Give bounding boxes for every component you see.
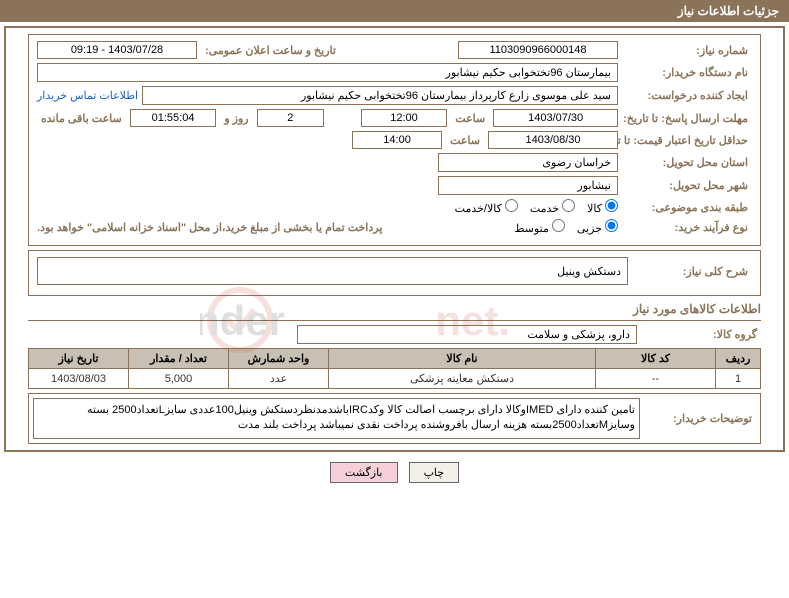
th-need-date: تاریخ نیاز bbox=[29, 349, 129, 369]
items-section-title: اطلاعات کالاهای مورد نیاز bbox=[28, 302, 761, 321]
cat-goods-radio[interactable] bbox=[605, 199, 618, 212]
back-button[interactable]: بازگشت bbox=[330, 462, 398, 483]
city-field: نیشابور bbox=[438, 176, 618, 195]
remaining-label: ساعت باقی مانده bbox=[37, 112, 126, 125]
proc-medium-radio[interactable] bbox=[552, 219, 565, 232]
button-row: چاپ بازگشت bbox=[0, 456, 789, 489]
buyer-org-label: نام دستگاه خریدار: bbox=[622, 66, 752, 79]
buyer-org-field: بیمارستان 96تختخوابی حکیم نیشابور bbox=[37, 63, 618, 82]
category-label: طبقه بندی موضوعی: bbox=[622, 201, 752, 214]
cat-service-radio[interactable] bbox=[562, 199, 575, 212]
province-label: استان محل تحویل: bbox=[622, 156, 752, 169]
td-unit: عدد bbox=[229, 369, 329, 389]
cat-service-option[interactable]: خدمت bbox=[530, 199, 575, 215]
table-header-row: ردیف کد کالا نام کالا واحد شمارش تعداد /… bbox=[29, 349, 761, 369]
cat-both-radio[interactable] bbox=[505, 199, 518, 212]
goods-group-label: گروه کالا: bbox=[641, 328, 761, 341]
category-radios: کالا خدمت کالا/خدمت bbox=[455, 199, 618, 215]
need-title-field: دستکش وینیل bbox=[37, 257, 628, 285]
proc-partial-radio[interactable] bbox=[605, 219, 618, 232]
validity-date-field: 1403/08/30 bbox=[488, 131, 618, 149]
td-name: دستکش معاینه پزشکی bbox=[329, 369, 596, 389]
proc-radios: جزیی متوسط bbox=[514, 219, 618, 235]
goods-group-field: دارو، پزشکی و سلامت bbox=[297, 325, 637, 344]
reply-date-field: 1403/07/30 bbox=[493, 109, 618, 127]
reply-time-field: 12:00 bbox=[361, 109, 448, 127]
proc-type-label: نوع فرآیند خرید: bbox=[622, 221, 752, 234]
proc-partial-option[interactable]: جزیی bbox=[577, 219, 618, 235]
th-unit: واحد شمارش bbox=[229, 349, 329, 369]
buyer-notes-label: توضیحات خریدار: bbox=[646, 412, 756, 425]
days-and-label: روز و bbox=[220, 112, 252, 125]
buyer-notes-text: تامین کننده دارای IMEDوکالا دارای برچسب … bbox=[33, 398, 640, 439]
time1-label: ساعت bbox=[451, 112, 489, 125]
announce-dt-field: 1403/07/28 - 09:19 bbox=[37, 41, 197, 59]
td-qty: 5,000 bbox=[129, 369, 229, 389]
validity-time-field: 14:00 bbox=[352, 131, 442, 149]
page-header: جزئیات اطلاعات نیاز bbox=[0, 0, 789, 22]
cat-goods-option[interactable]: کالا bbox=[587, 199, 618, 215]
city-label: شهر محل تحویل: bbox=[622, 179, 752, 192]
items-table: ردیف کد کالا نام کالا واحد شمارش تعداد /… bbox=[28, 348, 761, 389]
cat-both-option[interactable]: کالا/خدمت bbox=[455, 199, 518, 215]
main-frame: شماره نیاز: 1103090966000148 تاریخ و ساع… bbox=[4, 26, 785, 452]
need-no-label: شماره نیاز: bbox=[622, 44, 752, 57]
th-name: نام کالا bbox=[329, 349, 596, 369]
table-row: 1 -- دستکش معاینه پزشکی عدد 5,000 1403/0… bbox=[29, 369, 761, 389]
need-title-box: شرح کلی نیاز: دستکش وینیل bbox=[28, 250, 761, 296]
province-field: خراسان رضوی bbox=[438, 153, 618, 172]
contact-link[interactable]: اطلاعات تماس خریدار bbox=[37, 89, 138, 102]
th-qty: تعداد / مقدار bbox=[129, 349, 229, 369]
requester-label: ایجاد کننده درخواست: bbox=[622, 89, 752, 102]
print-button[interactable]: چاپ bbox=[409, 462, 460, 483]
th-row: ردیف bbox=[716, 349, 761, 369]
need-no-field: 1103090966000148 bbox=[458, 41, 618, 59]
payment-note: پرداخت تمام یا بخشی از مبلغ خرید،از محل … bbox=[37, 221, 382, 234]
validity-label: حداقل تاریخ اعتبار قیمت: تا تاریخ: bbox=[622, 134, 752, 147]
buyer-notes-box: توضیحات خریدار: تامین کننده دارای IMEDوک… bbox=[28, 393, 761, 444]
reply-deadline-label: مهلت ارسال پاسخ: تا تاریخ: bbox=[622, 112, 752, 125]
th-code: کد کالا bbox=[596, 349, 716, 369]
announce-dt-label: تاریخ و ساعت اعلان عمومی: bbox=[201, 44, 340, 57]
time2-label: ساعت bbox=[446, 134, 484, 147]
requester-field: سید علی موسوی زارع کارپرداز بیمارستان 96… bbox=[142, 86, 618, 105]
td-row: 1 bbox=[716, 369, 761, 389]
td-need-date: 1403/08/03 bbox=[29, 369, 129, 389]
proc-medium-option[interactable]: متوسط bbox=[514, 219, 565, 235]
countdown-field: 01:55:04 bbox=[130, 109, 217, 127]
need-title-label: شرح کلی نیاز: bbox=[632, 265, 752, 278]
td-code: -- bbox=[596, 369, 716, 389]
days-field: 2 bbox=[257, 109, 324, 127]
info-box: شماره نیاز: 1103090966000148 تاریخ و ساع… bbox=[28, 34, 761, 246]
